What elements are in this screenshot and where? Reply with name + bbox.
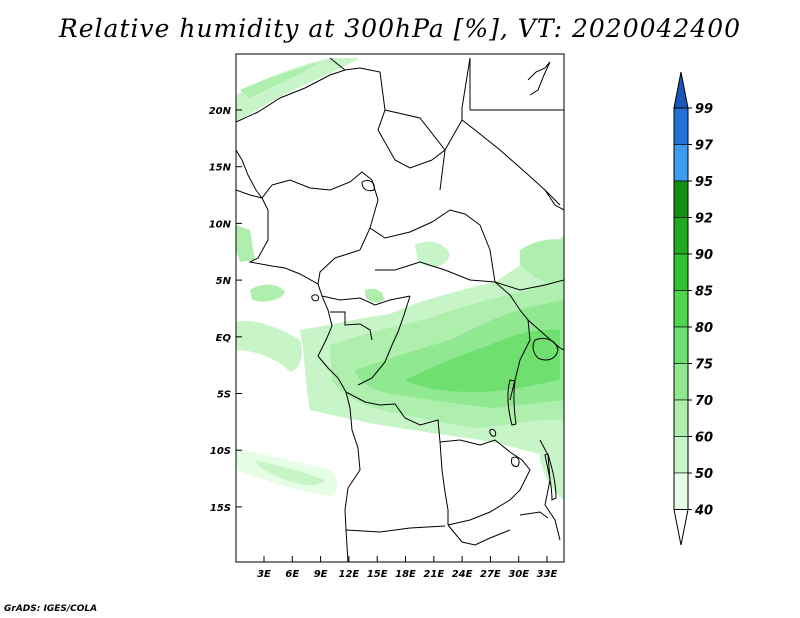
colorbar-label: 99	[695, 102, 713, 117]
humidity-patch-sw	[250, 284, 285, 302]
colorbar-swatch	[673, 399, 689, 437]
lake-victoria	[532, 337, 559, 361]
map-title: Relative humidity at 300hPa [%], VT: 202…	[58, 14, 742, 43]
colorbar-swatch	[673, 253, 689, 291]
lat-label: 5N	[216, 276, 232, 287]
lon-label: 6E	[285, 569, 299, 580]
border-angola-namibia	[345, 525, 446, 533]
border-mali-niger	[236, 69, 346, 123]
border-angola-zambia	[439, 441, 449, 525]
colorbar-label: 95	[695, 175, 713, 190]
lon-label: 27E	[480, 569, 501, 580]
lat-label: 10S	[210, 446, 231, 457]
border-niger-chad	[384, 109, 446, 191]
colorbar-top-arrow	[673, 71, 689, 109]
border-congo-river	[357, 295, 411, 386]
border-east-north	[544, 189, 564, 211]
humidity-patch-center-north	[415, 241, 450, 267]
colorbar-label: 92	[695, 212, 713, 227]
border-chad-sudan	[431, 57, 471, 161]
longitude-axis: 3E 6E 9E 12E 15E 18E 21E 24E 27E 30E 33E	[257, 556, 558, 580]
latitude-axis: 20N 15N 10N 5N EQ 5S 10S 15S	[209, 106, 242, 514]
colorbar-label: 80	[695, 321, 713, 336]
border-sudan-ss	[479, 224, 564, 291]
humidity-band-north-core	[240, 62, 320, 98]
colorbar-swatch	[673, 436, 689, 474]
colorbar-swatch	[673, 217, 689, 255]
border-sudan-east	[461, 119, 561, 206]
colorbar-label: 60	[695, 431, 713, 446]
border-cameroon-congo	[321, 295, 411, 306]
border-burkina-south	[236, 184, 273, 199]
lake-chad	[361, 179, 375, 192]
colorbar-swatch	[673, 363, 689, 401]
colorbar-outline	[673, 107, 689, 510]
sinai-coast	[527, 61, 551, 96]
country-borders	[236, 57, 564, 562]
lake-bangweulu	[511, 456, 520, 467]
colorbar-swatch	[673, 472, 689, 510]
colorbar-bottom-arrow	[673, 509, 689, 546]
colorbar-swatch	[673, 290, 689, 328]
border-libya-algeria	[329, 57, 433, 169]
lat-label: EQ	[216, 333, 232, 344]
colorbar-swatch	[673, 326, 689, 364]
lake-malawi	[544, 453, 557, 501]
border-zambia	[447, 439, 531, 526]
lake-mweru	[489, 429, 497, 437]
lon-label: 21E	[423, 569, 444, 580]
lon-label: 18E	[395, 569, 416, 580]
border-malawi-mozambique	[539, 439, 561, 541]
border-drc-uganda	[494, 281, 531, 401]
border-niger-nigeria	[271, 171, 373, 191]
lon-label: 15E	[367, 569, 388, 580]
lon-label: 33E	[537, 569, 558, 580]
border-drc-angola	[345, 391, 461, 443]
colorbar-label: 40	[694, 504, 713, 519]
lon-label: 24E	[452, 569, 473, 580]
plot-frame	[235, 53, 565, 563]
lon-label: 9E	[314, 569, 328, 580]
colorbar-label: 70	[695, 394, 713, 409]
lon-label: 30E	[508, 569, 529, 580]
lat-label: 15N	[209, 163, 232, 174]
colorbar-label: 97	[695, 139, 714, 154]
grads-credit: GrADS: IGES/COLA	[4, 604, 98, 614]
lon-label: 12E	[339, 569, 360, 580]
colorbar-swatch	[673, 180, 689, 218]
humidity-patch-west	[236, 225, 255, 262]
border-namibia-south	[447, 524, 511, 546]
lat-label: 10N	[209, 219, 232, 230]
colorbar-label: 50	[695, 467, 713, 482]
colorbar-label: 85	[695, 285, 713, 300]
colorbar-swatch	[673, 107, 689, 145]
humidity-patch-nw-coast	[236, 320, 302, 372]
island-bioko	[311, 294, 319, 302]
border-gabon	[330, 311, 373, 341]
humidity-patch-center	[365, 288, 385, 303]
colorbar-label: 90	[695, 248, 713, 263]
humidity-patch-east	[520, 239, 564, 290]
colorbar-swatch	[673, 144, 689, 182]
border-car-south	[375, 261, 496, 283]
lon-label: 3E	[257, 569, 271, 580]
lat-label: 15S	[210, 503, 231, 514]
colorbar-legend: 99 97 95 92 90 85 80 75 70 60 50 40	[673, 71, 714, 546]
lat-label: 5S	[217, 390, 231, 401]
border-chad-car	[369, 209, 481, 239]
humidity-band-south-inner	[255, 460, 325, 486]
coastline-west-africa	[236, 149, 361, 562]
humidity-shading	[236, 58, 564, 500]
humidity-main-peak	[405, 329, 560, 392]
lat-label: 20N	[209, 106, 232, 117]
border-nigeria-cameroon	[317, 179, 379, 285]
lake-tanganyika	[507, 379, 517, 426]
lake-kariba	[519, 511, 549, 519]
colorbar-label: 75	[695, 358, 713, 373]
humidity-patch-se	[540, 425, 564, 500]
